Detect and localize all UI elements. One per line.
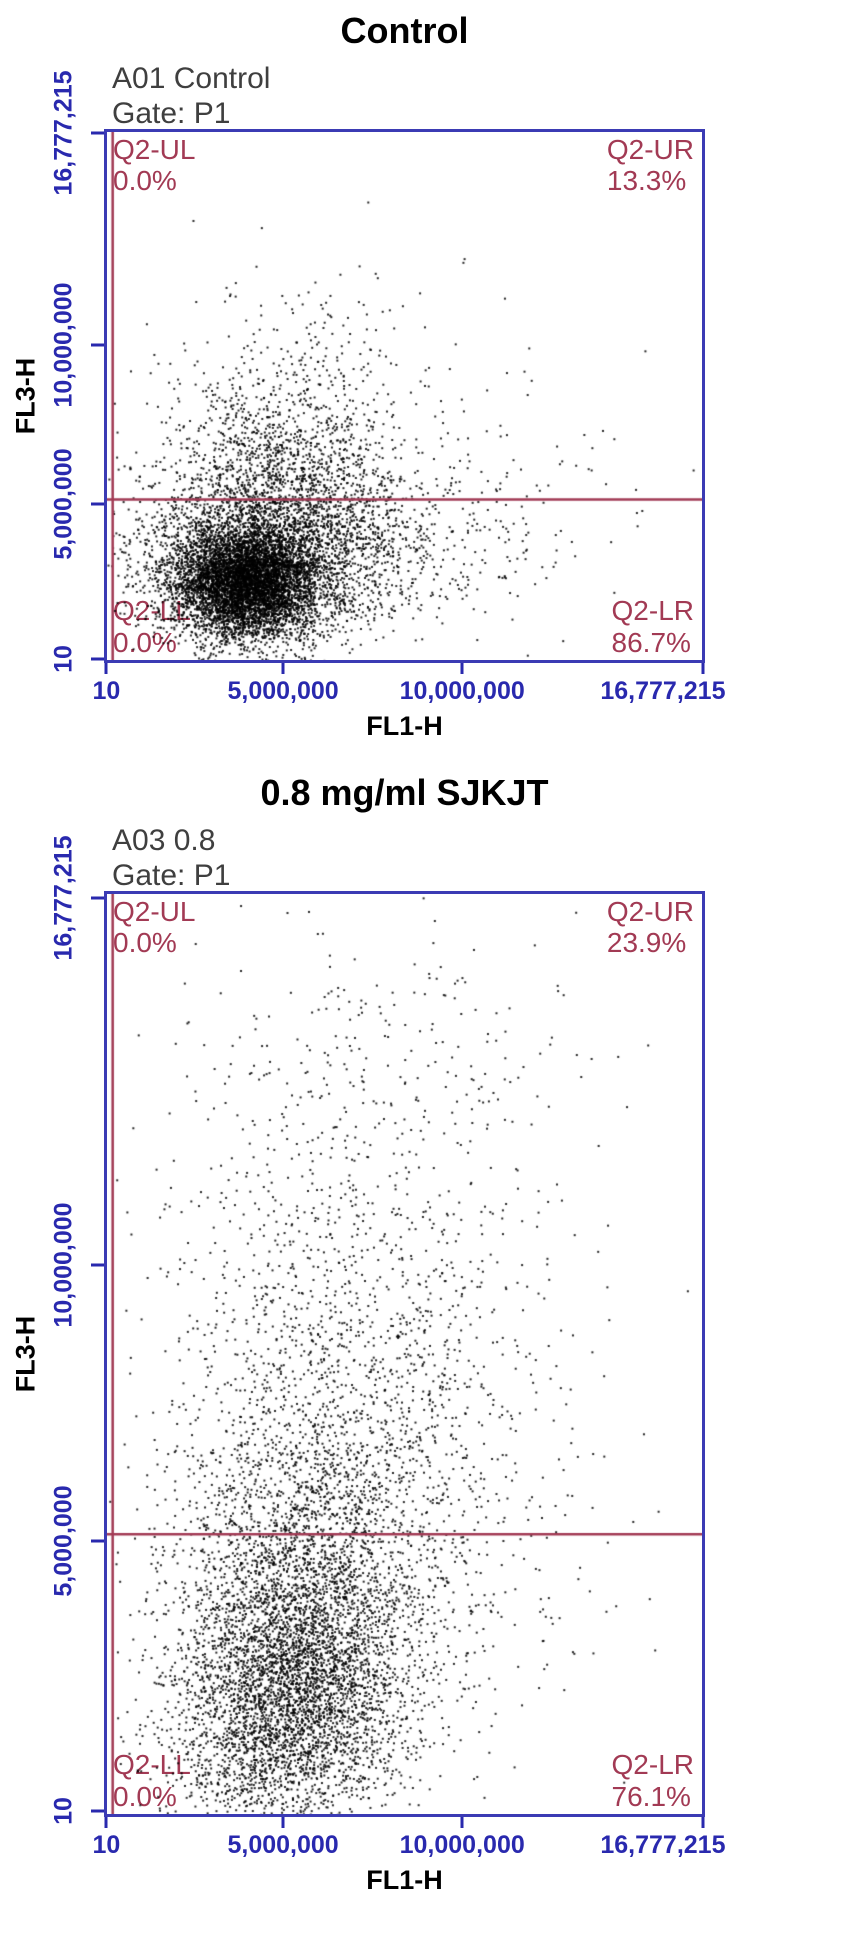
sample-label: A01 Control: [112, 62, 271, 95]
x-tick-label: 5,000,000: [227, 1831, 339, 1859]
y-tick-mark: [91, 1809, 104, 1813]
y-tick-label: 5,000,000: [49, 1485, 78, 1597]
y-tick-mark: [91, 131, 104, 135]
plot-area: Q2-UL 0.0% Q2-UR 23.9% Q2-LL 0.0% Q2-LR …: [104, 891, 705, 1817]
x-tick-mark: [460, 1817, 464, 1828]
x-tick-mark: [104, 663, 108, 674]
x-tick-label: 10: [92, 1831, 121, 1859]
x-axis-ticks: 10 5,000,000 10,000,000 16,777,215: [92, 663, 725, 711]
x-axis-label: FL1-H: [366, 711, 443, 741]
x-tick-label: 16,777,215: [600, 1831, 726, 1859]
y-tick-label: 10,000,000: [49, 282, 78, 408]
y-axis-label: FL3-H: [10, 357, 41, 435]
x-axis-label: FL1-H: [366, 1865, 443, 1895]
x-tick-mark: [701, 1817, 705, 1828]
gate-label: Gate: P1: [112, 96, 231, 130]
y-tick-mark: [91, 1539, 104, 1543]
scatter-canvas: [107, 894, 702, 1814]
y-tick-label: 5,000,000: [49, 448, 78, 560]
plot-header: A03 0.8 Gate: P1: [112, 824, 867, 893]
plot-header: A01 Control Gate: P1: [112, 62, 867, 131]
x-tick-mark: [104, 1817, 108, 1828]
x-tick-mark: [281, 663, 285, 674]
y-tick-mark: [91, 1263, 104, 1267]
y-tick-label: 16,777,215: [49, 70, 78, 196]
x-tick-label: 16,777,215: [600, 677, 726, 705]
plot-region: FL3-H 16,777,215 10,000,000 5,000,000 10…: [11, 836, 705, 1825]
flow-plot-control: Control A01 Control Gate: P1 FL3-H 16,77…: [0, 10, 867, 742]
flow-plot-sjkjt: 0.8 mg/ml SJKJT A03 0.8 Gate: P1 FL3-H 1…: [0, 772, 867, 1896]
y-tick-label: 10: [49, 644, 78, 673]
plot-area: Q2-UL 0.0% Q2-UR 13.3% Q2-LL 0.0% Q2-LR …: [104, 129, 705, 663]
x-tick-label: 5,000,000: [227, 677, 339, 705]
plot-region: FL3-H 16,777,215 10,000,000 5,000,000 10…: [11, 71, 705, 673]
x-axis-ticks: 10 5,000,000 10,000,000 16,777,215: [92, 1817, 725, 1865]
y-axis-label: FL3-H: [10, 1315, 41, 1393]
x-tick-mark: [281, 1817, 285, 1828]
sample-label: A03 0.8: [112, 824, 216, 857]
x-tick-mark: [701, 663, 705, 674]
chart-title: Control: [340, 10, 469, 51]
y-tick-mark: [91, 502, 104, 506]
x-tick-label: 10: [92, 677, 121, 705]
gate-label: Gate: P1: [112, 858, 231, 892]
y-tick-label: 10: [49, 1797, 78, 1826]
scatter-canvas: [107, 132, 702, 660]
y-tick-label: 10,000,000: [49, 1202, 78, 1328]
x-tick-label: 10,000,000: [399, 677, 525, 705]
y-tick-mark: [91, 657, 104, 661]
x-tick-mark: [460, 663, 464, 674]
y-tick-mark: [91, 896, 104, 900]
chart-title: 0.8 mg/ml SJKJT: [260, 772, 549, 813]
y-tick-mark: [91, 343, 104, 347]
y-tick-label: 16,777,215: [49, 835, 78, 961]
x-tick-label: 10,000,000: [399, 1831, 525, 1859]
